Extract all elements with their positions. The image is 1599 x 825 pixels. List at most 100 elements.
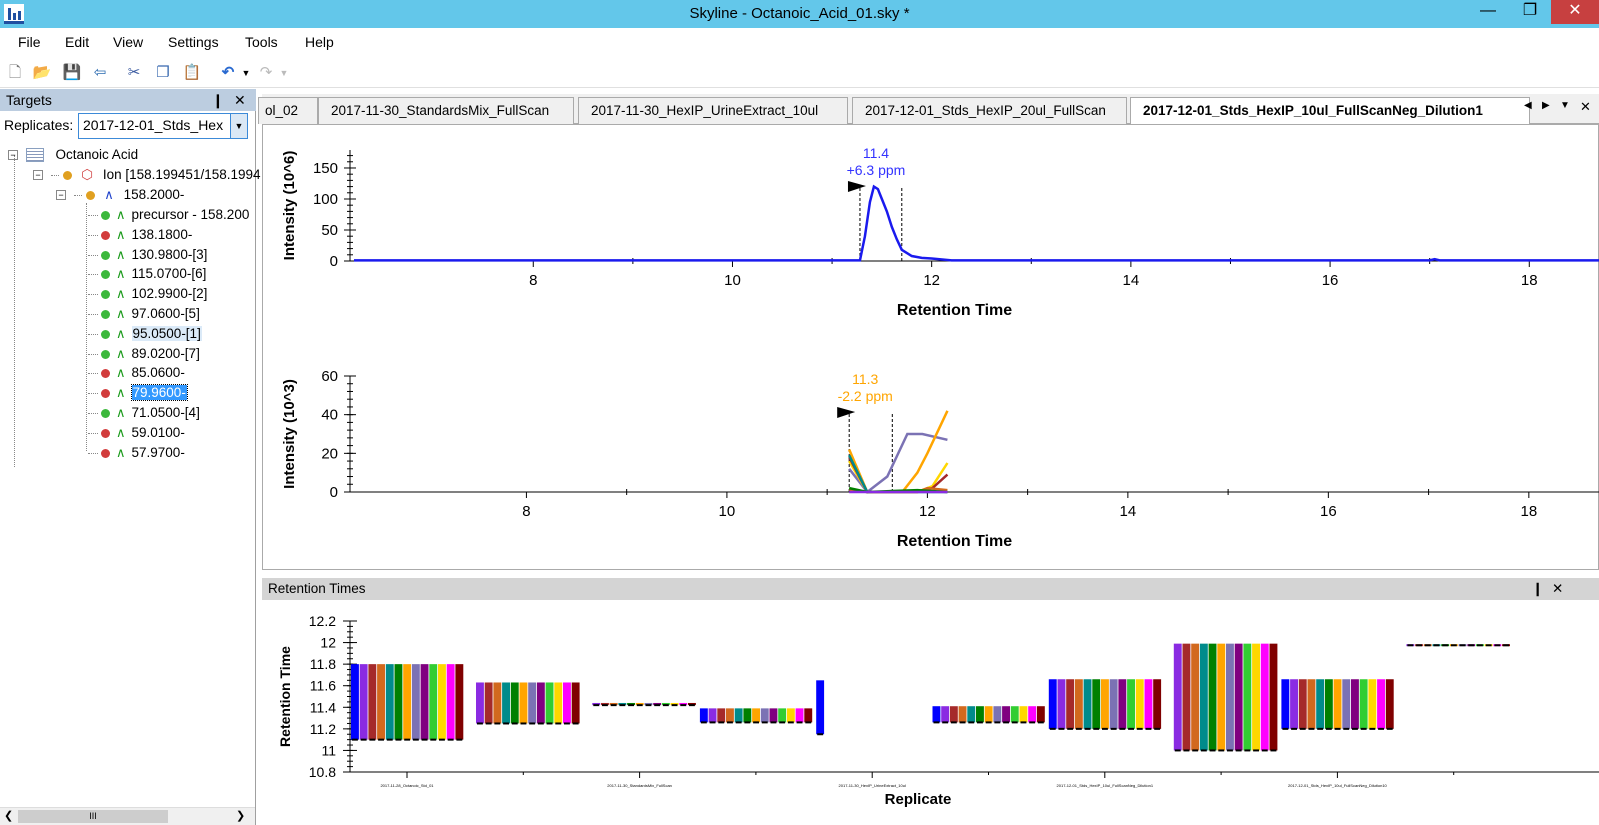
pin-icon[interactable]: ❙ [1532,581,1544,596]
tree-ion[interactable]: − ⬡ Ion [158.199451/158.1994 [33,165,261,184]
rt-bar [816,680,825,735]
rt-bar [653,702,662,706]
targets-title: Targets [6,92,52,108]
y-tick-label: 11.2 [310,721,336,737]
pin-icon[interactable]: ❙ [212,92,224,108]
rt-bar [1002,706,1010,723]
rt-bar [601,702,609,706]
tree-transition[interactable]: ∧ 89.0200-[7] [88,344,200,363]
rt-bar [760,708,769,723]
molecule-icon [25,148,44,163]
tree-transition[interactable]: ∧ 95.0500-[1] [88,324,202,343]
restore-button[interactable]: ❐ [1522,2,1538,19]
tree-transition[interactable]: ∧ 130.9800-[3] [88,245,207,264]
tree-transition[interactable]: ∧ precursor - 158.200 [88,205,249,224]
rt-bar [993,706,1002,723]
status-dot-icon [101,210,110,220]
scroll-left-icon[interactable]: ❮ [4,810,14,822]
rt-bar [545,682,554,724]
tree-molecule[interactable]: − Octanoic Acid [8,145,138,164]
rt-bar [609,702,618,706]
close-icon[interactable]: ✕ [234,92,246,108]
rt-bar [571,682,580,724]
replicates-select[interactable]: 2017-12-01_Stds_Hex ▼ [78,113,248,139]
import-icon[interactable]: ⇦ [93,64,107,81]
rt-bar [394,664,403,740]
cut-icon[interactable]: ✂ [127,64,141,81]
menu-tools[interactable]: Tools [245,34,278,50]
ion-structure-icon: ⬡ [81,167,94,182]
chromatogram-peak-icon: ∧ [116,405,126,420]
rt-bar [1048,679,1057,729]
status-dot-icon [101,369,110,379]
tree-transition[interactable]: ∧ 57.9700- [88,443,185,462]
save-icon[interactable]: 💾 [62,64,82,81]
tree-transition[interactable]: ∧ 79.9600- [88,383,188,402]
tab-standardsmix[interactable]: 2017-11-30_StandardsMix_FullScan [318,97,574,124]
tree-transition[interactable]: ∧ 71.0500-[4] [88,403,200,422]
rt-bar [688,702,696,706]
horizontal-scrollbar[interactable]: ❮ III ❯ [0,807,255,825]
rt-bar [1324,679,1333,729]
scroll-thumb[interactable]: III [18,810,168,823]
minimize-button[interactable]: — [1480,2,1496,19]
menu-bar: File Edit View Settings Tools Help [0,28,1599,58]
rt-bar [1118,679,1127,729]
x-tick-label: 2017-11-30_StandardsMix_FullScan [607,783,672,788]
tab-scroll-left-icon[interactable]: ◀ [1524,100,1532,111]
tree-transition[interactable]: ∧ 115.0700-[6] [88,264,206,283]
tab-hexip-dilution1[interactable]: 2017-12-01_Stds_HexIP_10ul_FullScanNeg_D… [1130,97,1530,125]
tree-transition[interactable]: ∧ 85.0600- [88,363,185,382]
rt-bar [528,682,537,724]
status-dot-icon [101,329,110,339]
rt-bar [1502,644,1510,647]
status-dot-icon [101,349,110,359]
redo-dropdown-icon[interactable]: ▼ [279,68,289,78]
rt-bar [949,706,958,723]
new-file-icon[interactable]: 🗋 [8,64,22,81]
tab-close-icon[interactable]: ✕ [1580,99,1591,114]
tab-hexip-20ul[interactable]: 2017-12-01_Stds_HexIP_20ul_FullScan [852,97,1127,124]
undo-dropdown-icon[interactable]: ▼ [241,68,251,78]
tree-transition[interactable]: ∧ 59.0100- [88,423,185,442]
menu-view[interactable]: View [113,34,144,50]
close-button[interactable]: ✕ [1551,0,1599,24]
rt-bar [1476,644,1484,647]
status-dot-icon [101,290,110,300]
tree-precursor[interactable]: − ∧ 158.2000- [56,185,184,204]
tab-list-icon[interactable]: ▼ [1560,100,1570,111]
redo-icon[interactable]: ↷ [259,64,273,81]
tree-transition[interactable]: ∧ 102.9900-[2] [88,284,207,303]
rt-bar [1458,644,1467,647]
tab-ol-02[interactable]: ol_02 [258,97,318,124]
rt-bar [932,706,941,723]
status-dot-icon [101,309,110,319]
tree-transition[interactable]: ∧ 138.1800- [88,225,192,244]
chevron-down-icon[interactable]: ▼ [230,114,247,138]
open-folder-icon[interactable]: 📂 [32,64,52,81]
copy-icon[interactable]: ❐ [156,64,170,81]
tree-transition[interactable]: ∧ 97.0600-[5] [88,304,200,323]
menu-help[interactable]: Help [305,34,334,50]
rt-bar [438,664,446,740]
close-icon[interactable]: ✕ [1552,581,1564,596]
undo-icon[interactable]: ↶ [221,64,235,81]
collapse-icon[interactable]: − [56,190,66,201]
rt-bar [1109,679,1118,729]
rt-bar [1351,679,1359,729]
rt-bar [670,702,679,706]
menu-settings[interactable]: Settings [168,34,219,50]
rt-bar [1083,679,1092,729]
menu-edit[interactable]: Edit [65,34,90,50]
scroll-right-icon[interactable]: ❯ [236,810,246,822]
rt-bar [1036,706,1045,723]
paste-icon[interactable]: 📋 [182,64,202,81]
tab-scroll-right-icon[interactable]: ▶ [1542,100,1550,111]
collapse-icon[interactable]: − [33,170,43,181]
tab-urineextract[interactable]: 2017-11-30_HexIP_UrineExtract_10ul [578,97,848,124]
y-tick-label: 11.6 [310,678,336,694]
menu-file[interactable]: File [18,34,41,50]
chromatogram-peak-icon: ∧ [116,226,126,242]
rt-bar [1243,643,1252,751]
collapse-icon[interactable]: − [8,150,18,161]
